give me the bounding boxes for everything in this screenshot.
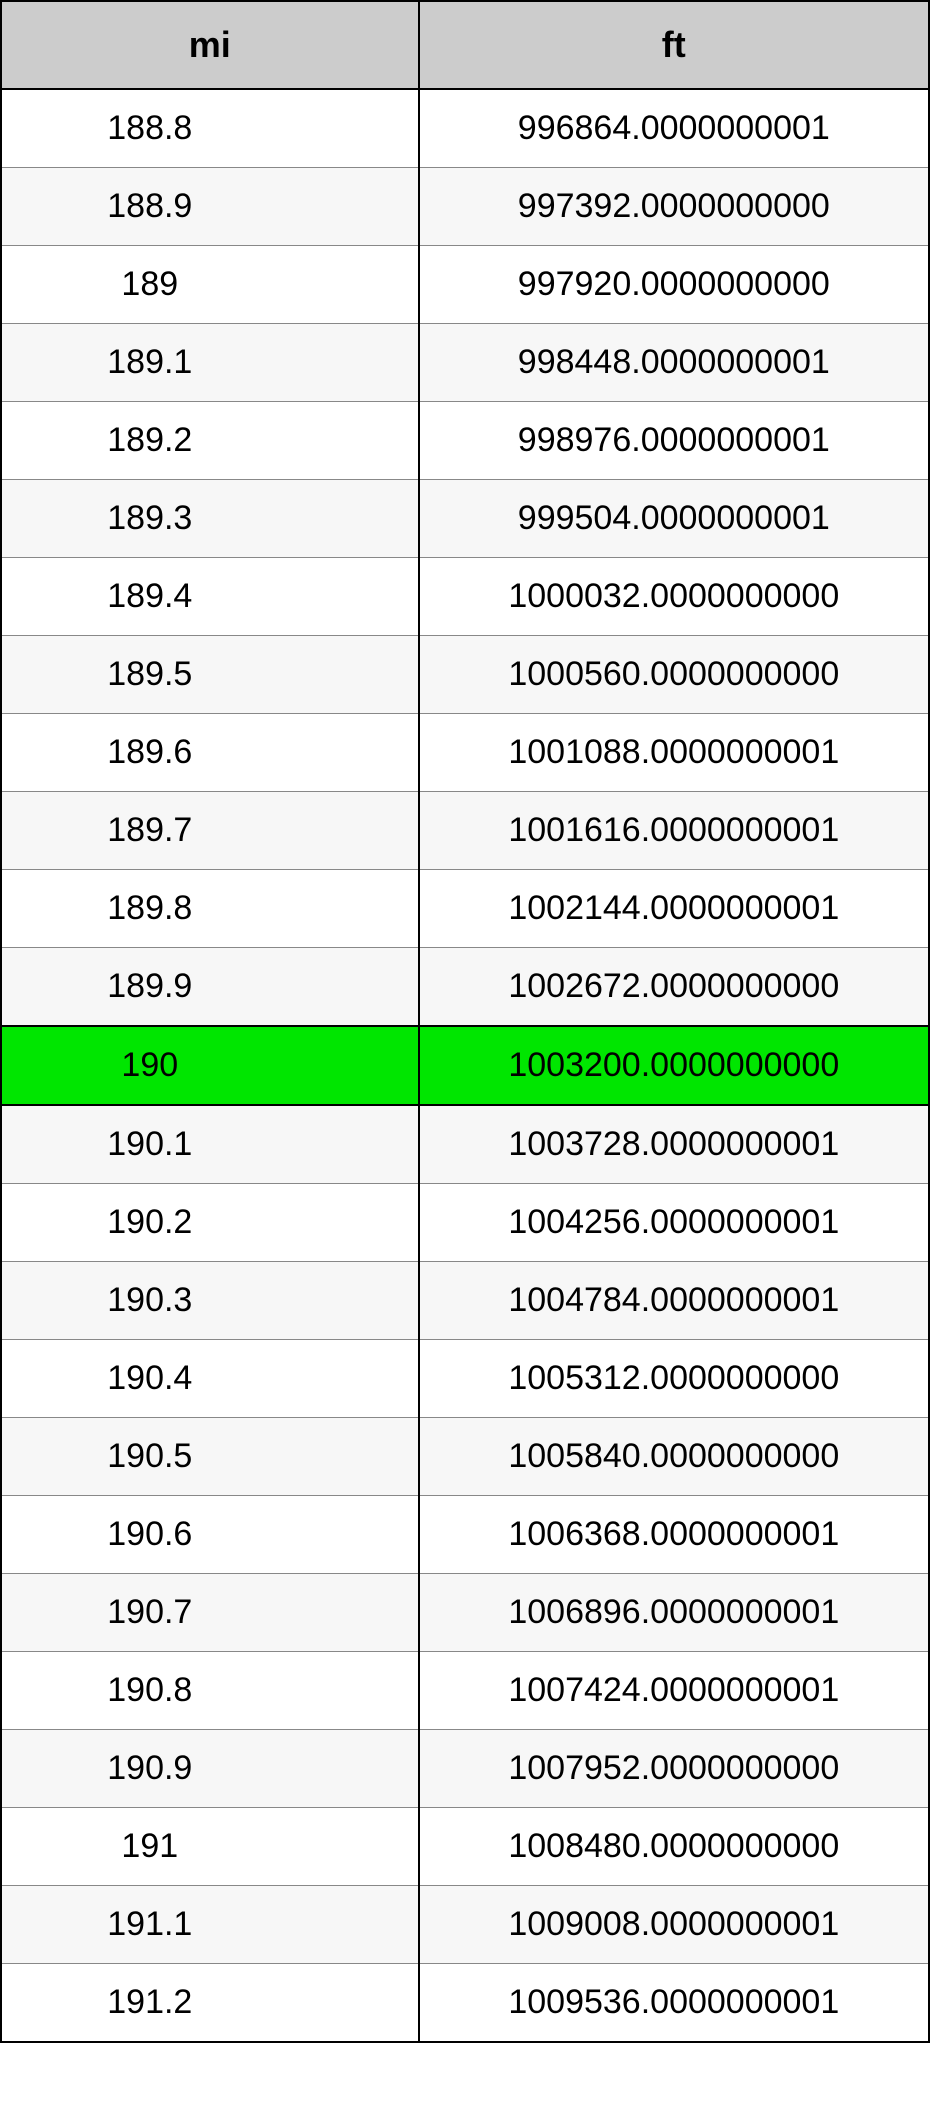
ft-value: 1009008.0000000001 [419,1886,929,1964]
table-row: 188.9997392.0000000000 [1,168,929,246]
mi-value: 190.3 [1,1262,419,1340]
table-header-row: mi ft [1,1,929,89]
table-body: 188.8996864.0000000001188.9997392.000000… [1,89,929,2042]
ft-value: 1001088.0000000001 [419,714,929,792]
mi-value: 189.5 [1,636,419,714]
mi-value: 190.9 [1,1730,419,1808]
mi-value: 189.9 [1,948,419,1027]
ft-value: 1003728.0000000001 [419,1105,929,1184]
mi-value: 190.5 [1,1418,419,1496]
table-row: 189997920.0000000000 [1,246,929,324]
table-row: 188.8996864.0000000001 [1,89,929,168]
mi-value: 191.1 [1,1886,419,1964]
mi-value: 189.4 [1,558,419,636]
table-row: 189.41000032.0000000000 [1,558,929,636]
mi-value: 189.8 [1,870,419,948]
conversion-table: mi ft 188.8996864.0000000001188.9997392.… [0,0,930,2043]
mi-value: 190.4 [1,1340,419,1418]
table-row: 189.91002672.0000000000 [1,948,929,1027]
ft-value: 998448.0000000001 [419,324,929,402]
table-row: 189.71001616.0000000001 [1,792,929,870]
ft-value: 1004256.0000000001 [419,1184,929,1262]
column-header-ft: ft [419,1,929,89]
ft-value: 1004784.0000000001 [419,1262,929,1340]
ft-value: 1003200.0000000000 [419,1026,929,1105]
table-row: 190.51005840.0000000000 [1,1418,929,1496]
table-row: 191.21009536.0000000001 [1,1964,929,2043]
mi-value: 189.7 [1,792,419,870]
table-row: 1901003200.0000000000 [1,1026,929,1105]
table-row: 1911008480.0000000000 [1,1808,929,1886]
ft-value: 1007952.0000000000 [419,1730,929,1808]
mi-value: 189 [1,246,419,324]
table-row: 190.21004256.0000000001 [1,1184,929,1262]
table-row: 190.91007952.0000000000 [1,1730,929,1808]
mi-value: 188.9 [1,168,419,246]
table-row: 191.11009008.0000000001 [1,1886,929,1964]
mi-value: 189.1 [1,324,419,402]
ft-value: 1006896.0000000001 [419,1574,929,1652]
ft-value: 1008480.0000000000 [419,1808,929,1886]
table-row: 189.81002144.0000000001 [1,870,929,948]
ft-value: 1009536.0000000001 [419,1964,929,2043]
table-row: 190.61006368.0000000001 [1,1496,929,1574]
table-row: 189.51000560.0000000000 [1,636,929,714]
mi-value: 190.2 [1,1184,419,1262]
mi-value: 189.6 [1,714,419,792]
mi-value: 190.6 [1,1496,419,1574]
mi-value: 190.1 [1,1105,419,1184]
ft-value: 998976.0000000001 [419,402,929,480]
table-row: 190.71006896.0000000001 [1,1574,929,1652]
ft-value: 1005840.0000000000 [419,1418,929,1496]
table-row: 190.31004784.0000000001 [1,1262,929,1340]
ft-value: 1002144.0000000001 [419,870,929,948]
column-header-mi: mi [1,1,419,89]
ft-value: 996864.0000000001 [419,89,929,168]
mi-value: 188.8 [1,89,419,168]
ft-value: 997920.0000000000 [419,246,929,324]
table-row: 189.3999504.0000000001 [1,480,929,558]
mi-value: 190.8 [1,1652,419,1730]
table-row: 190.11003728.0000000001 [1,1105,929,1184]
table-row: 190.41005312.0000000000 [1,1340,929,1418]
table-row: 190.81007424.0000000001 [1,1652,929,1730]
table-row: 189.1998448.0000000001 [1,324,929,402]
ft-value: 1001616.0000000001 [419,792,929,870]
mi-value: 189.2 [1,402,419,480]
mi-value: 190.7 [1,1574,419,1652]
mi-value: 191 [1,1808,419,1886]
ft-value: 999504.0000000001 [419,480,929,558]
table-row: 189.2998976.0000000001 [1,402,929,480]
ft-value: 1000032.0000000000 [419,558,929,636]
ft-value: 1007424.0000000001 [419,1652,929,1730]
mi-value: 191.2 [1,1964,419,2043]
ft-value: 1006368.0000000001 [419,1496,929,1574]
ft-value: 1002672.0000000000 [419,948,929,1027]
mi-value: 189.3 [1,480,419,558]
ft-value: 1005312.0000000000 [419,1340,929,1418]
ft-value: 1000560.0000000000 [419,636,929,714]
ft-value: 997392.0000000000 [419,168,929,246]
mi-value: 190 [1,1026,419,1105]
table-row: 189.61001088.0000000001 [1,714,929,792]
